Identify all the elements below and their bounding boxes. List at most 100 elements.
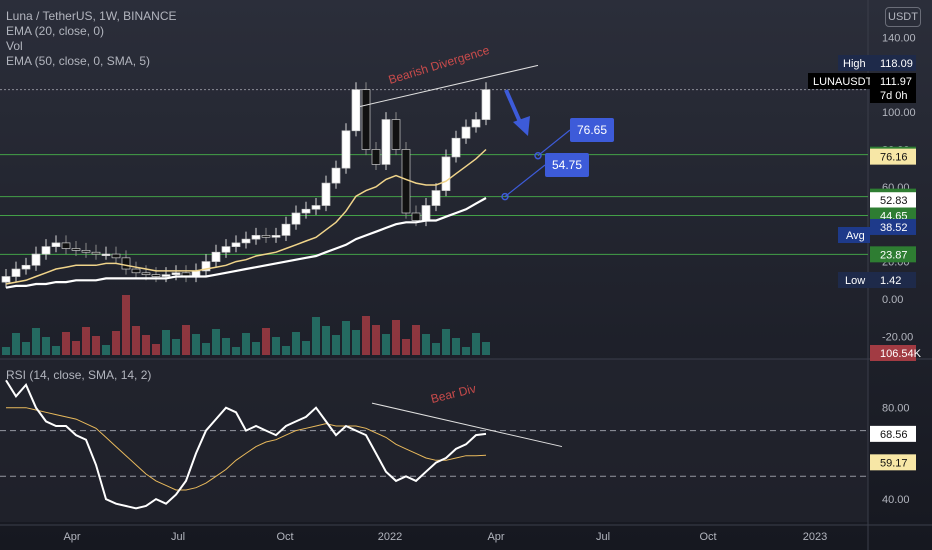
volume-bar [252,342,260,355]
candle-body [341,130,351,169]
volume-bar [152,344,160,355]
price-tick-label: 0.00 [882,294,903,306]
volume-bar [212,329,220,355]
indicator-vol[interactable]: Vol [6,39,23,53]
volume-bar [332,335,340,355]
volume-bar [192,334,200,355]
volume-tag-bg [870,345,916,361]
countdown-tag: 7d 0h [880,90,908,102]
rsi-ma-value-bg [870,454,916,471]
currency-button[interactable]: USDT [885,7,921,27]
candle-body [381,119,391,165]
time-tick-label: Apr [487,531,504,543]
level-tag: 38.52 [880,222,908,234]
rsi-tick-label: 80.00 [882,403,910,415]
candle-body [41,246,51,255]
rsi-legend[interactable]: RSI (14, close, SMA, 14, 2) [6,368,152,382]
target-connector [537,129,571,157]
candle-body [371,149,381,165]
candle-body [411,212,421,221]
candle-body [211,251,221,262]
volume-bar [132,326,140,355]
time-tick-label: 2023 [803,531,827,543]
volume-bar [222,338,230,355]
volume-bar [372,325,380,355]
volume-bar [472,333,480,355]
volume-bar [32,328,40,355]
indicator-ema50[interactable]: EMA (50, close, 0, SMA, 5) [6,54,151,68]
candle-body [71,248,81,251]
candle-body [441,156,451,191]
volume-bar [162,330,170,355]
bearish-arrow-head-icon [513,116,530,136]
volume-bar [2,347,10,355]
price-tick-label: -20.00 [882,331,913,343]
ema50-line [5,197,487,289]
volume-bar [412,325,420,355]
indicator-ema20[interactable]: EMA (20, close, 0) [6,24,105,38]
volume-bar [362,316,370,355]
volume-bar [292,332,300,355]
volume-tag: 106.54K [880,348,922,360]
low-value-tag-bg [870,272,916,288]
volume-bar [382,334,390,355]
candle-body [431,190,441,206]
volume-bar [242,333,250,355]
volume-bar [352,330,360,355]
volume-bar [62,332,70,355]
candle-body [271,235,281,238]
volume-bar [42,337,50,355]
rsi-tick-label: 40.00 [882,494,910,506]
candle-body [451,137,461,158]
candle-body [281,223,291,236]
low-label: Low [845,275,865,287]
candle-body [151,274,161,277]
target-connector [504,164,546,198]
volume-bar [442,329,450,355]
volume-bar [452,338,460,355]
rsi-pane-background [0,359,868,522]
target-label: 54.75 [552,158,582,172]
volume-bar [282,346,290,355]
target-anchor [534,151,542,160]
volume-bar [312,317,320,355]
volume-bar [482,342,490,355]
divergence-trendline [359,64,539,107]
volume-bar [232,347,240,355]
volume-bar [72,341,80,355]
level-tag: 76.16 [880,152,908,164]
level-tag-bg [870,192,916,209]
rsi-line [5,379,487,510]
time-tick-label: Jul [171,531,185,543]
high-value-tag-bg [870,55,916,71]
symbol-title[interactable]: Luna / TetherUS, 1W, BINANCE [6,9,177,23]
target-box [545,153,589,177]
candle-body [101,253,111,256]
candle-body [161,274,171,277]
rsi-ma-value-tag: 59.17 [880,457,908,469]
high-label: High [843,58,866,70]
candle-body [471,119,481,128]
candle-body [171,272,181,276]
candle-body [21,264,31,270]
last-price-bg [870,73,916,103]
candle-body [31,253,41,266]
chart-legend: Luna / TetherUS, 1W, BINANCE EMA (20, cl… [6,9,177,69]
candle-body [201,261,211,272]
volume-bar [112,331,120,355]
time-tick-label: Oct [699,531,716,543]
time-tick-label: Apr [63,531,80,543]
symbol-tag-bg [808,73,870,89]
candle-body [241,238,251,244]
candle-body [141,272,151,276]
avg-label-bg [838,227,870,243]
level-tag-bg [870,218,916,235]
rsi-divergence-trendline [371,402,563,448]
candle-body [61,242,71,249]
high-value-tag: 118.09 [880,58,913,70]
volume-bar [22,342,30,355]
volume-bar [422,334,430,355]
target-box [570,118,614,142]
symbol-tag: LUNAUSDT [813,76,873,88]
